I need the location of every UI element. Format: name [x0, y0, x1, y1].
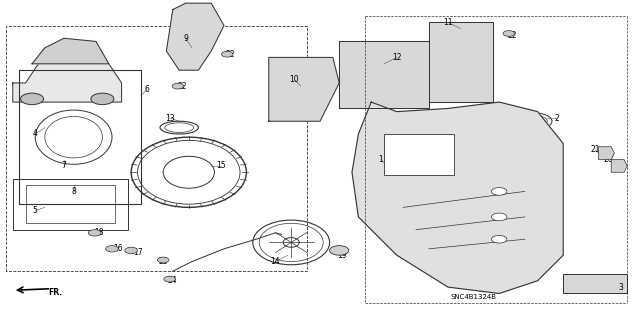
Circle shape: [492, 235, 507, 243]
Polygon shape: [429, 22, 493, 102]
Polygon shape: [339, 41, 429, 108]
Text: 3: 3: [618, 283, 623, 292]
Polygon shape: [269, 57, 339, 121]
Text: 22: 22: [508, 31, 516, 40]
Text: 11: 11: [444, 18, 452, 27]
Circle shape: [172, 83, 184, 89]
Text: 5: 5: [33, 206, 38, 215]
Text: 13: 13: [164, 114, 175, 122]
Circle shape: [164, 276, 175, 282]
Circle shape: [91, 93, 114, 105]
Circle shape: [20, 93, 44, 105]
Circle shape: [221, 51, 233, 57]
Circle shape: [492, 213, 507, 221]
Text: 2: 2: [554, 114, 559, 122]
Text: 23: 23: [158, 257, 168, 266]
Text: 8: 8: [71, 187, 76, 196]
Text: 10: 10: [289, 75, 300, 84]
Text: 1: 1: [378, 155, 383, 164]
Circle shape: [503, 31, 515, 36]
Circle shape: [106, 246, 118, 252]
Circle shape: [88, 230, 101, 236]
Text: 19: 19: [337, 251, 348, 260]
Polygon shape: [598, 147, 614, 160]
Text: 14: 14: [270, 257, 280, 266]
Text: 7: 7: [61, 161, 67, 170]
Polygon shape: [611, 160, 627, 172]
Polygon shape: [166, 3, 224, 70]
Text: 17: 17: [132, 248, 143, 256]
Circle shape: [125, 247, 138, 254]
Text: 9: 9: [183, 34, 188, 43]
Text: 24: 24: [168, 276, 178, 285]
Text: 22: 22: [226, 50, 235, 59]
Circle shape: [330, 246, 349, 255]
Circle shape: [492, 188, 507, 195]
Text: 18: 18: [95, 228, 104, 237]
Polygon shape: [32, 38, 109, 64]
Polygon shape: [563, 274, 627, 293]
Circle shape: [157, 257, 169, 263]
Text: 22: 22: [178, 82, 187, 91]
Polygon shape: [384, 134, 454, 175]
Text: 12: 12: [392, 53, 401, 62]
Text: 15: 15: [216, 161, 226, 170]
Text: SNC4B1324B: SNC4B1324B: [451, 294, 497, 300]
Polygon shape: [13, 48, 122, 102]
Text: FR.: FR.: [48, 288, 62, 297]
Text: 16: 16: [113, 244, 124, 253]
Text: 20: 20: [603, 155, 613, 164]
Text: 6: 6: [145, 85, 150, 94]
Text: 21: 21: [591, 145, 600, 154]
Text: 4: 4: [33, 130, 38, 138]
Polygon shape: [352, 102, 563, 293]
